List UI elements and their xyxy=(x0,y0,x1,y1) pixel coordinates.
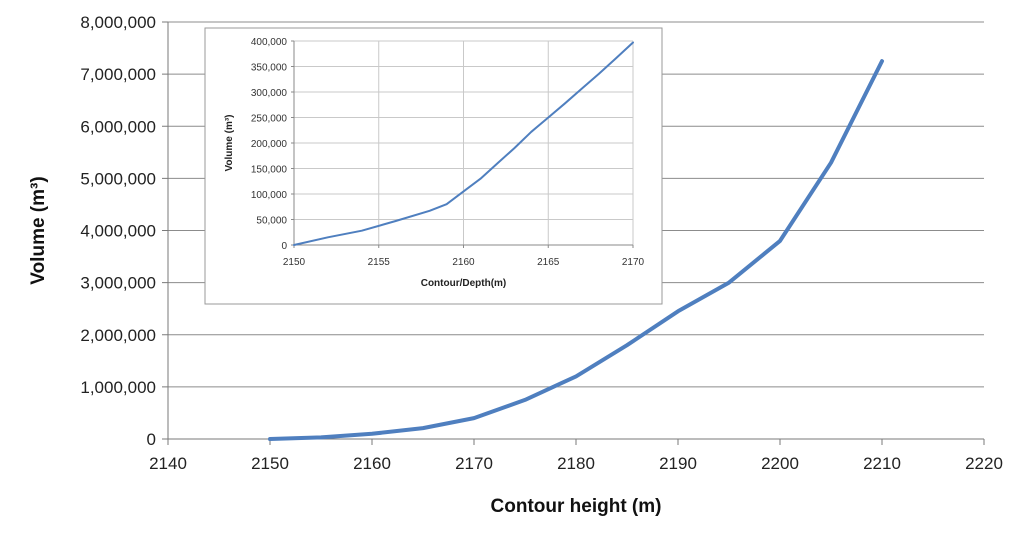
x-tick-label: 2140 xyxy=(149,454,187,473)
x-tick-label: 2150 xyxy=(251,454,289,473)
x-axis-title: Contour height (m) xyxy=(491,496,662,517)
inset-x-tick-label: 2155 xyxy=(368,257,391,268)
y-tick-label: 2,000,000 xyxy=(80,326,156,345)
inset-y-tick-label: 300,000 xyxy=(251,88,288,99)
inset-y-axis-title: Volume (m³) xyxy=(224,114,235,171)
y-tick-label: 0 xyxy=(147,430,156,449)
x-tick-label: 2190 xyxy=(659,454,697,473)
x-tick-label: 2200 xyxy=(761,454,799,473)
inset-x-axis-title: Contour/Depth(m) xyxy=(421,278,507,289)
inset-x-tick-label: 2150 xyxy=(283,257,306,268)
inset-y-tick-label: 100,000 xyxy=(251,190,288,201)
inset-frame xyxy=(204,27,663,305)
inset-plot: 2150 2155 2160 2165 2170 0 50,000 100,000 150,00… xyxy=(204,27,663,305)
x-tick-label: 2180 xyxy=(557,454,595,473)
inset-y-tick-label: 400,000 xyxy=(251,37,288,48)
y-axis-title: Volume (m³) xyxy=(28,176,49,284)
inset-y-tick-label: 350,000 xyxy=(251,63,288,74)
inset-y-tick-label: 200,000 xyxy=(251,139,288,150)
x-tick-label: 2210 xyxy=(863,454,901,473)
x-tick-label: 2160 xyxy=(353,454,391,473)
inset-y-tick-label: 0 xyxy=(281,241,287,252)
series-line xyxy=(268,59,884,441)
y-tick-label: 3,000,000 xyxy=(80,274,156,293)
inset-y-tick-label: 150,000 xyxy=(251,165,288,176)
y-tick-label: 6,000,000 xyxy=(80,117,156,136)
inset-y-tick-label: 50,000 xyxy=(256,216,287,227)
inset-y-tick-label: 250,000 xyxy=(251,114,288,125)
x-tick-label: 2170 xyxy=(455,454,493,473)
inset-x-tick-label: 2170 xyxy=(622,257,645,268)
y-tick-label: 7,000,000 xyxy=(80,65,156,84)
x-tick-label: 2220 xyxy=(965,454,1003,473)
inset-x-tick-label: 2160 xyxy=(452,257,475,268)
y-tick-label: 1,000,000 xyxy=(80,378,156,397)
y-tick-label: 8,000,000 xyxy=(80,13,156,32)
y-tick-label: 5,000,000 xyxy=(80,169,156,188)
y-tick-label: 4,000,000 xyxy=(80,222,156,241)
inset-x-tick-label: 2165 xyxy=(537,257,560,268)
